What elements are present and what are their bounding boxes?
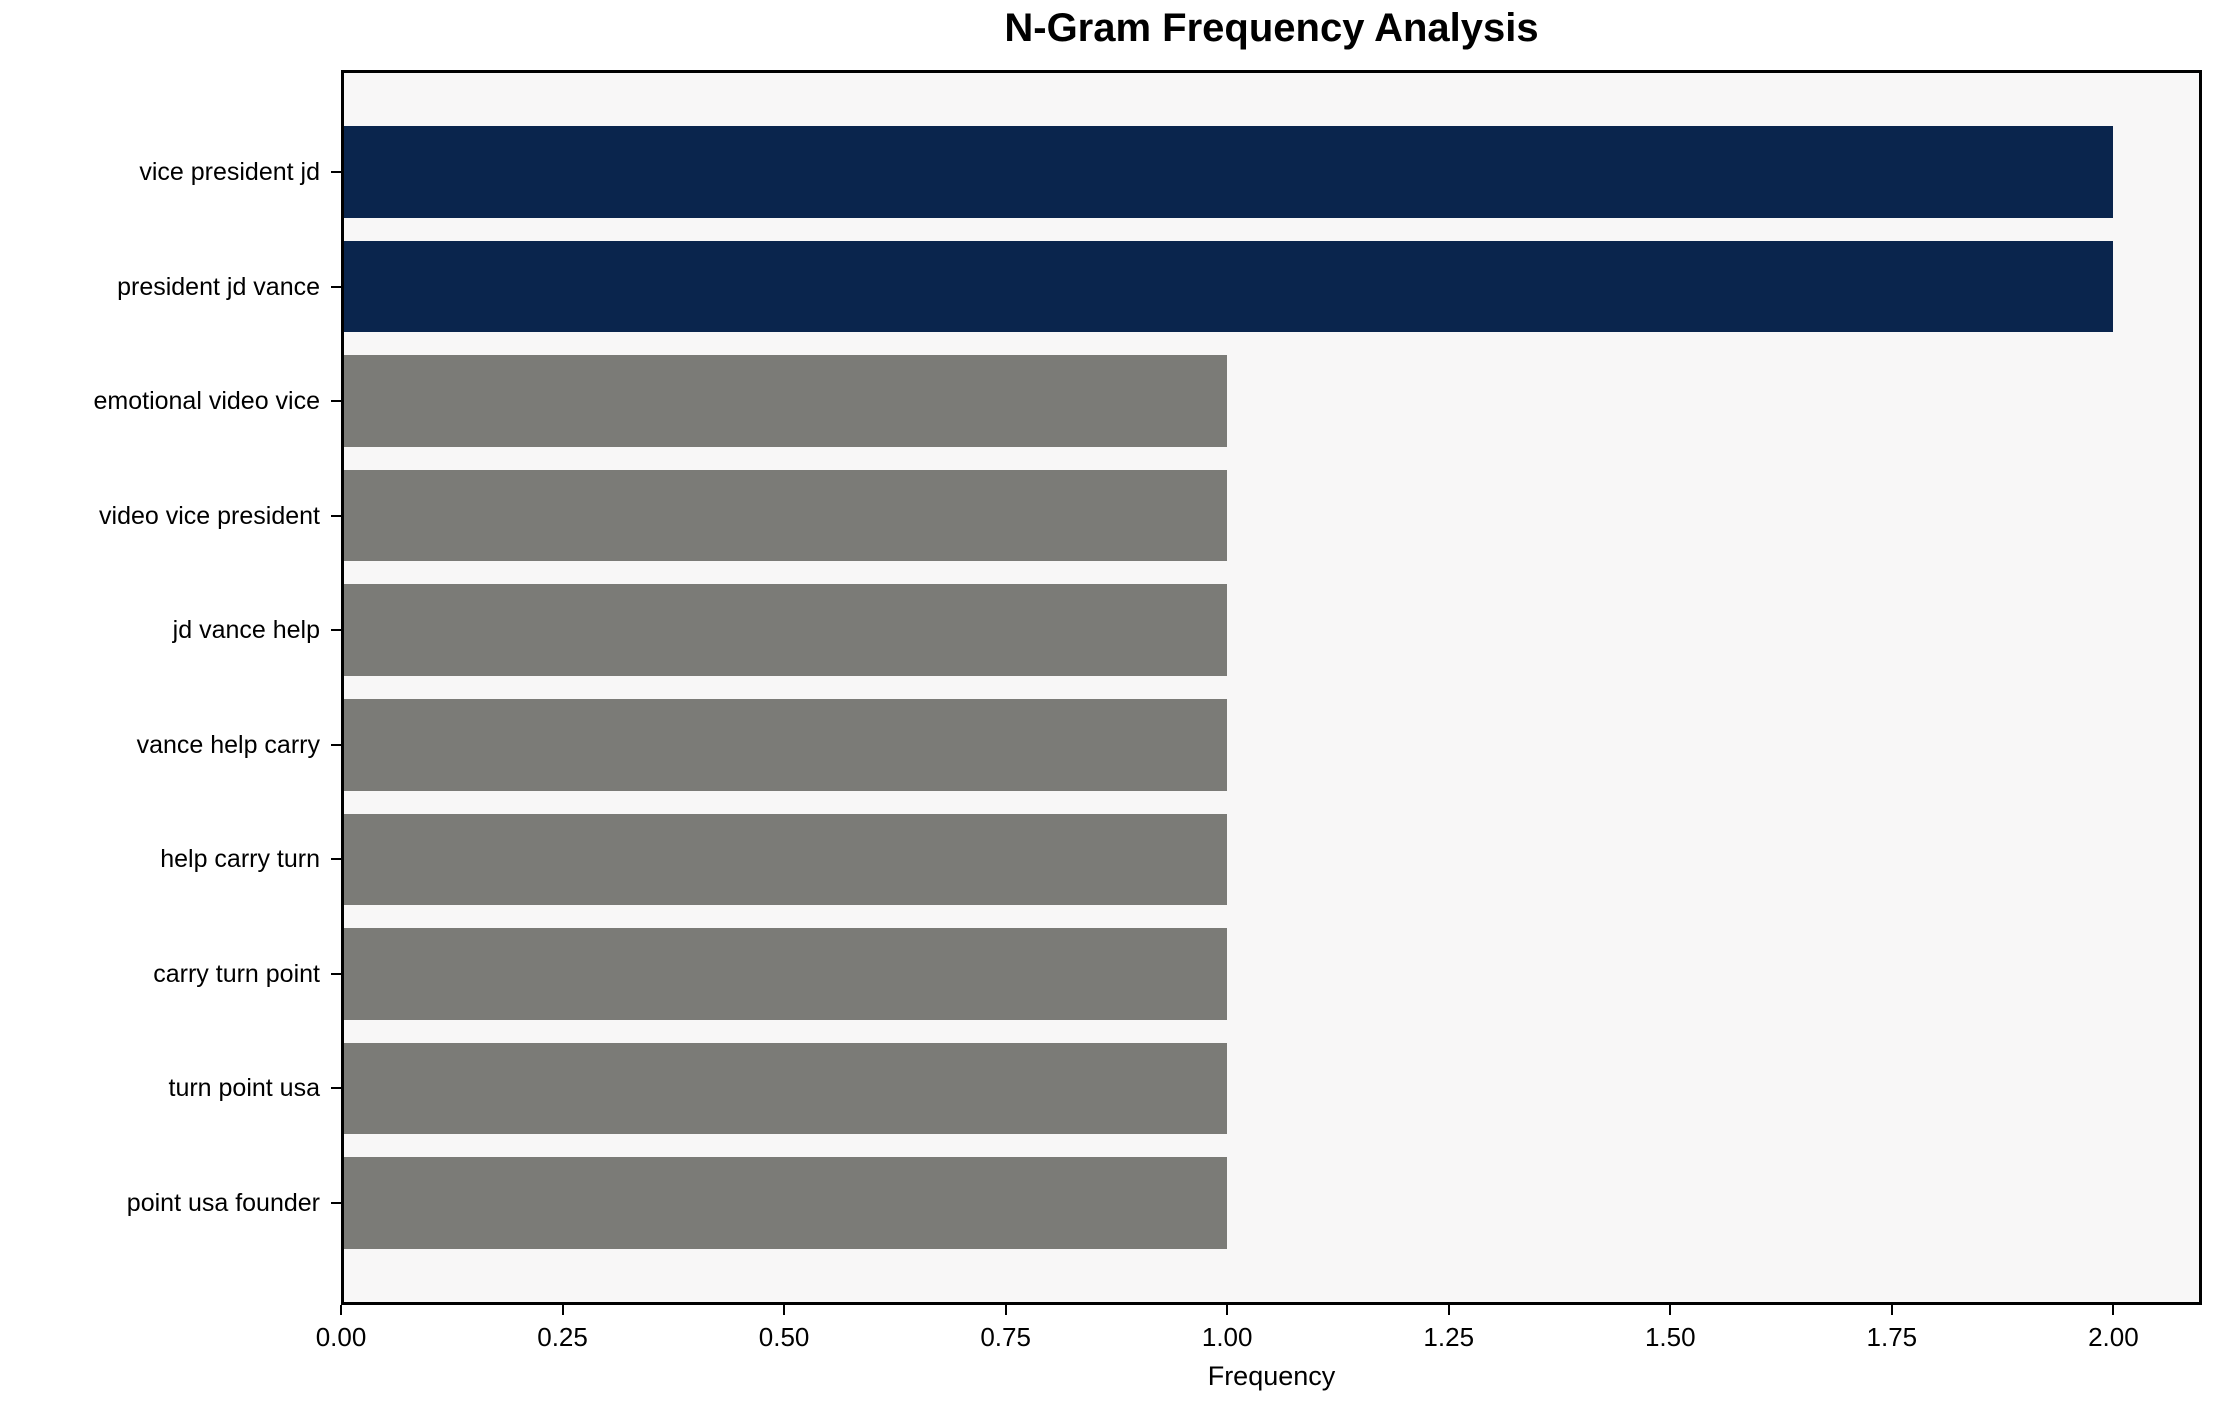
y-tick-label: carry turn point [153, 959, 320, 988]
x-tick-label: 0.75 [980, 1322, 1031, 1352]
y-tick-label: turn point usa [168, 1074, 321, 1103]
y-tick-mark [331, 629, 341, 632]
y-tick-label: point usa founder [126, 1189, 320, 1218]
bar [344, 1042, 1228, 1135]
bar [344, 240, 2114, 333]
y-tick-mark [331, 285, 341, 288]
x-tick-label: 0.50 [758, 1322, 810, 1352]
bar [344, 928, 1228, 1020]
y-tick-mark [331, 1202, 341, 1205]
bar [344, 469, 1228, 562]
y-tick-label: help carry turn [160, 845, 320, 874]
x-tick-mark [1669, 1305, 1672, 1315]
x-tick-label: 2.00 [2088, 1322, 2139, 1352]
x-tick-label: 1.75 [1866, 1322, 1918, 1352]
y-tick-label: jd vance help [172, 616, 320, 645]
y-tick-mark [331, 972, 341, 975]
x-tick-label: 0.00 [315, 1322, 367, 1352]
x-tick-mark [783, 1305, 786, 1315]
bar [344, 698, 1228, 791]
x-tick-label: 1.00 [1201, 1322, 1253, 1352]
y-tick-mark [331, 400, 341, 403]
y-tick-mark [331, 170, 341, 173]
bar [344, 813, 1228, 906]
x-tick-label: 1.50 [1644, 1322, 1696, 1352]
chart-title: N-Gram Frequency Analysis [1004, 6, 1539, 50]
x-axis-label: Frequency [1207, 1361, 1336, 1391]
bar [344, 355, 1228, 447]
y-tick-mark [331, 743, 341, 746]
x-tick-mark [1447, 1305, 1450, 1315]
bar [344, 126, 2114, 218]
y-tick-label: video vice president [99, 501, 320, 530]
bar [344, 584, 1228, 677]
x-tick-mark [2112, 1305, 2115, 1315]
x-tick-label: 1.25 [1423, 1322, 1475, 1352]
y-tick-label: president jd vance [117, 272, 320, 301]
bar [344, 1157, 1228, 1249]
y-tick-mark [331, 858, 341, 861]
x-tick-mark [1004, 1305, 1007, 1315]
x-tick-mark [1890, 1305, 1893, 1315]
y-tick-mark [331, 1087, 341, 1090]
x-tick-mark [1226, 1305, 1229, 1315]
x-tick-mark [340, 1305, 342, 1315]
y-tick-label: vance help carry [136, 730, 320, 759]
y-tick-label: vice president jd [139, 157, 320, 186]
y-tick-mark [331, 514, 341, 517]
x-tick-label: 0.25 [537, 1322, 588, 1352]
y-tick-label: emotional video vice [93, 387, 320, 416]
x-tick-mark [561, 1305, 564, 1315]
